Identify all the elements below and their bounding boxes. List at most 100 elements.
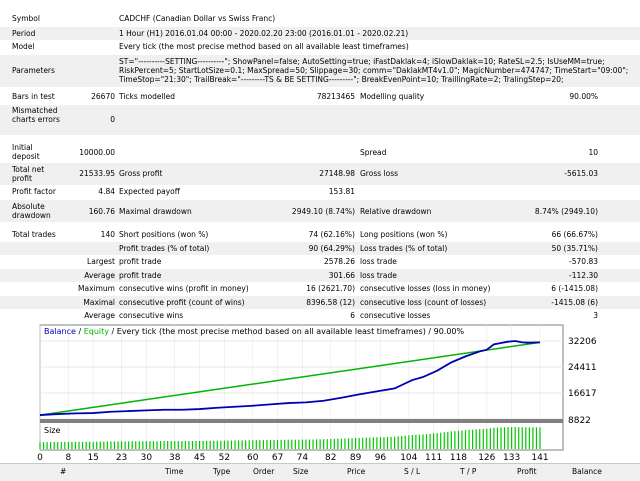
size-bar [213, 440, 215, 449]
row-maximal: Maximal consecutive profit (count of win… [0, 296, 640, 309]
size-bar [269, 439, 272, 449]
size-bar [507, 427, 509, 449]
label-largest-loss: loss trade [360, 257, 397, 266]
size-bar [71, 441, 73, 449]
label-net-profit: Total net profit [12, 165, 45, 183]
size-bar [227, 440, 229, 449]
row-largest: Largest profit trade 2578.26 loss trade … [0, 257, 640, 270]
label-symbol: Symbol [12, 14, 40, 23]
col-sl[interactable]: S / L [404, 467, 421, 476]
x-tick-label: 118 [450, 453, 467, 463]
size-bar [440, 432, 442, 449]
label-maximal-loss: consecutive loss (count of losses) [360, 298, 487, 307]
size-bar [191, 440, 194, 449]
size-bar [280, 439, 282, 449]
x-tick-label: 141 [531, 453, 548, 463]
col-time[interactable]: Time [165, 467, 184, 476]
size-bar [496, 427, 499, 449]
size-bar [78, 441, 80, 449]
value-symbol: CADCHF (Canadian Dollar vs Swiss Franc) [119, 14, 276, 23]
label-quality: Modelling quality [360, 92, 425, 101]
chart-plot-area [39, 324, 564, 451]
size-bar [259, 440, 261, 449]
size-bar [386, 436, 389, 449]
label-model: Model [12, 42, 35, 51]
size-bar [415, 434, 417, 449]
label-profit-trades: Profit trades (% of total) [119, 244, 210, 253]
x-tick-label: 38 [169, 453, 181, 463]
size-bar [67, 441, 69, 449]
legend-sep: / [76, 327, 84, 336]
size-bar [486, 428, 488, 449]
size-bar [358, 437, 360, 449]
size-bar [493, 427, 495, 449]
value-max-losses: 6 (-1415.08) [551, 284, 598, 293]
chart-legend: Balance / Equity / Every tick (the most … [44, 327, 465, 336]
size-bar [85, 441, 87, 449]
value-max-drawdown: 2949.10 (8.74%) [291, 207, 355, 216]
label-bars: Bars in test [12, 92, 55, 101]
size-bar [245, 440, 247, 449]
value-ticks: 78213465 [316, 92, 355, 101]
size-bar [170, 441, 172, 449]
size-bar [131, 441, 133, 449]
size-bar [429, 433, 431, 449]
col-profit[interactable]: Profit [517, 467, 537, 476]
size-bar [60, 441, 62, 449]
size-bar [128, 441, 130, 449]
size-bar [365, 437, 367, 449]
size-bar [124, 441, 126, 449]
col-number[interactable]: # [60, 467, 67, 476]
size-bar [96, 441, 98, 449]
value-rel-drawdown: 8.74% (2949.10) [534, 207, 598, 216]
label-max-drawdown: Maximal drawdown [119, 207, 192, 216]
size-bar [308, 439, 311, 449]
size-bar [475, 429, 477, 449]
size-bar [369, 437, 371, 449]
size-bar [159, 441, 162, 449]
x-tick-label: 111 [425, 453, 442, 463]
size-bar [142, 441, 144, 449]
size-bar [216, 440, 218, 449]
col-size[interactable]: Size [293, 467, 309, 476]
size-bar [230, 440, 233, 449]
x-tick-label: 23 [116, 453, 127, 463]
label-avg-consec-wins: consecutive wins [119, 311, 184, 320]
size-bar [326, 439, 328, 449]
size-bar [152, 441, 155, 449]
x-tick-label: 104 [400, 453, 417, 463]
size-bar [135, 441, 137, 449]
col-type[interactable]: Type [213, 467, 231, 476]
row-total-trades: Total trades 140 Short positions (won %)… [0, 230, 640, 243]
label-rel-drawdown: Relative drawdown [360, 207, 432, 216]
value-short-positions: 74 (62.16%) [308, 230, 355, 239]
size-bar [81, 441, 84, 449]
size-bar [347, 438, 350, 449]
col-order[interactable]: Order [253, 467, 275, 476]
size-bar [46, 442, 48, 449]
col-balance[interactable]: Balance [572, 467, 602, 476]
label-short-positions: Short positions (won %) [119, 230, 209, 239]
row-average: Average profit trade 301.66 loss trade -… [0, 269, 640, 282]
size-bar [305, 439, 307, 449]
balance-chart: Balance / Equity / Every tick (the most … [37, 324, 597, 463]
size-bar [39, 442, 41, 449]
size-bar [145, 441, 147, 449]
size-bar [188, 441, 190, 449]
y-tick-label: 16617 [568, 389, 597, 399]
col-tp[interactable]: T / P [460, 467, 477, 476]
value-maximal-profit: 8396.58 (12) [306, 298, 355, 307]
size-bar [433, 433, 435, 449]
size-bar [294, 439, 296, 449]
col-price[interactable]: Price [347, 467, 366, 476]
label-largest-profit: profit trade [119, 257, 162, 266]
value-period: 1 Hour (H1) 2016.01.04 00:00 - 2020.02.2… [119, 29, 409, 38]
row-profit-factor: Profit factor 4.84 Expected payoff 153.8… [0, 187, 640, 200]
x-tick-label: 67 [272, 453, 283, 463]
value-gross-profit: 27148.98 [319, 169, 355, 178]
size-bar [110, 441, 112, 449]
size-bar [198, 440, 201, 449]
size-bar [255, 440, 257, 449]
value-loss-trades: 50 (35.71%) [551, 244, 598, 253]
size-bar [167, 441, 169, 449]
